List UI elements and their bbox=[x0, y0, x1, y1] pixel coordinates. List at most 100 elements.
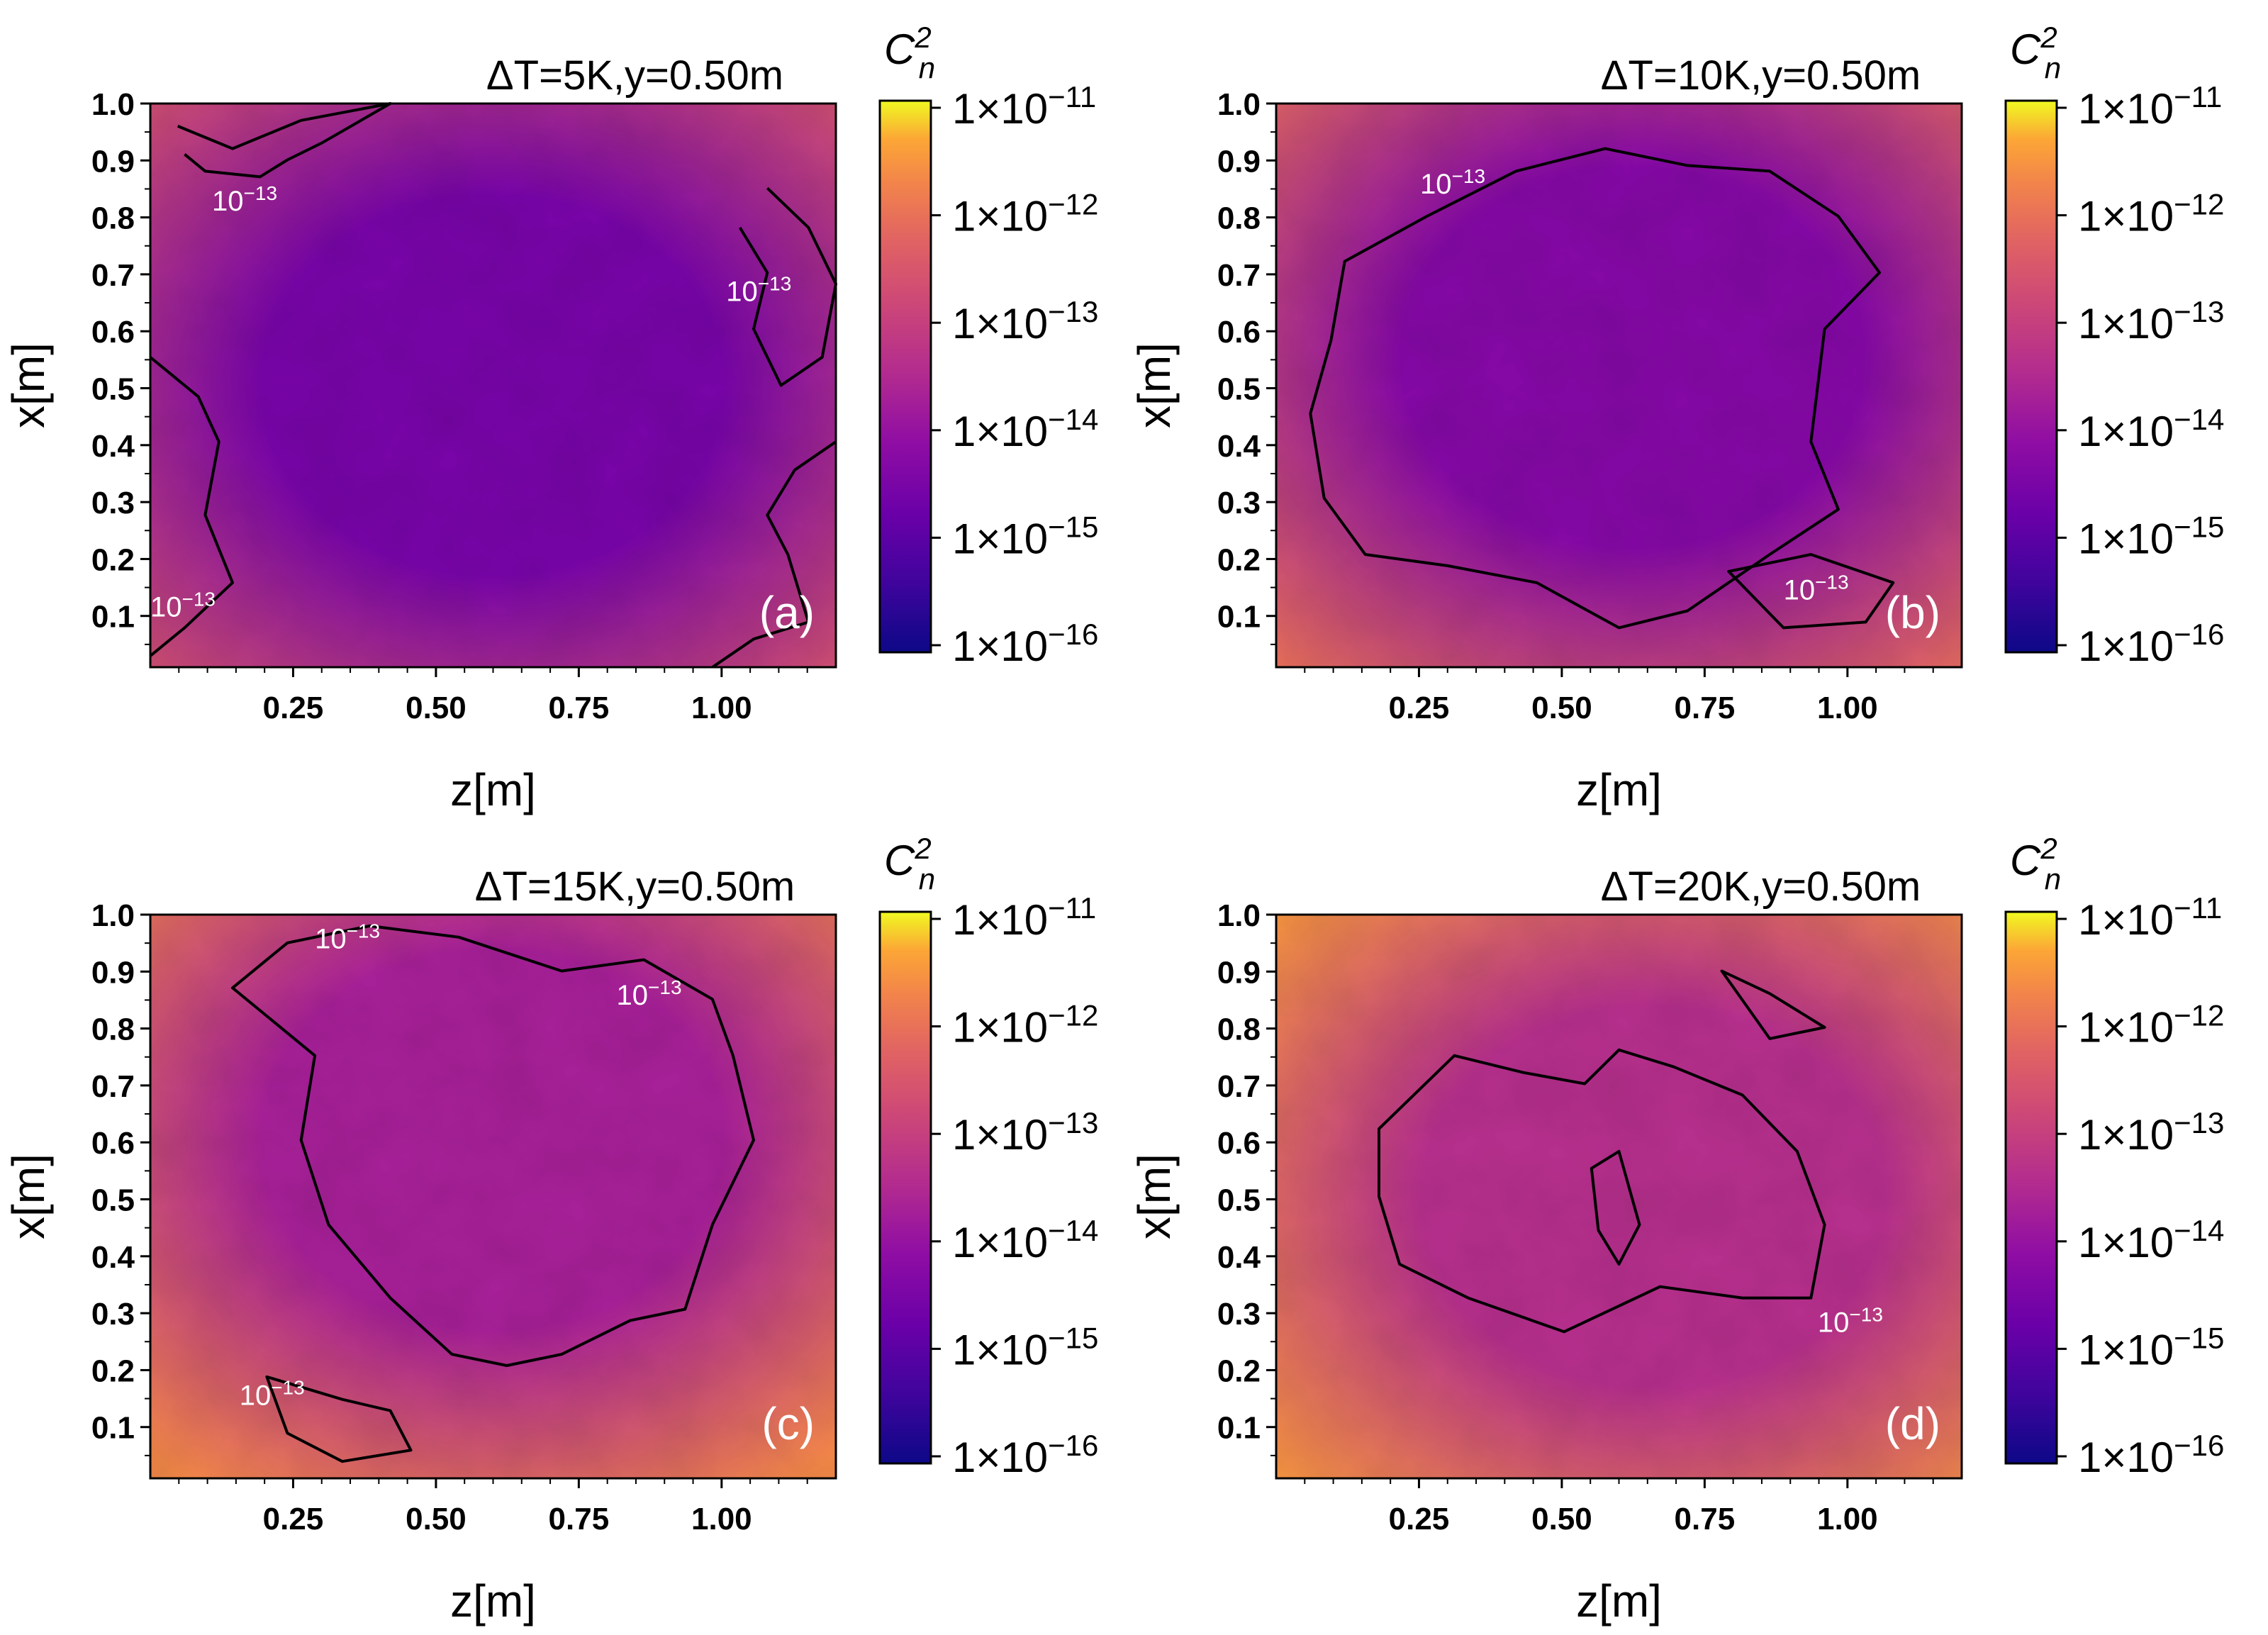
colorbar-tick-label: 1×10−11 bbox=[2078, 80, 2222, 133]
contour-line bbox=[1309, 147, 1881, 630]
x-tick-label: 0.50 bbox=[1531, 691, 1592, 725]
y-tick-label: 0.6 bbox=[91, 315, 135, 350]
x-tick-label: 0.75 bbox=[549, 1502, 610, 1536]
y-axis-label: x[m] bbox=[3, 1154, 54, 1239]
y-tick-label: 1.0 bbox=[91, 87, 135, 122]
y-tick-label: 1.0 bbox=[91, 898, 135, 933]
y-tick-label: 0.5 bbox=[1217, 372, 1261, 407]
contour-label: 10−13 bbox=[726, 272, 791, 308]
panel-a: 10−13 10−13 10−13 (a) 1.0 0.9 0.8 0.7 0.6 0.5 0.4 0… bbox=[3, 21, 1098, 816]
colorbar-tick-label: 1×10−15 bbox=[2078, 1321, 2224, 1374]
y-tick-label: 0.4 bbox=[1217, 429, 1261, 464]
y-tick-label: 0.9 bbox=[91, 955, 135, 990]
x-tick-label: 1.00 bbox=[1817, 691, 1878, 725]
y-tick-label: 0.6 bbox=[1217, 315, 1261, 350]
y-tick-label: 1.0 bbox=[1217, 87, 1261, 122]
colorbar bbox=[2004, 910, 2058, 1465]
colorbar bbox=[2004, 99, 2058, 654]
contour-line bbox=[1590, 1149, 1641, 1266]
x-tick-label: 0.50 bbox=[406, 691, 467, 725]
y-tick-label: 0.7 bbox=[1217, 1069, 1261, 1104]
colorbar bbox=[878, 99, 932, 654]
colorbar-tick-label: 1×10−14 bbox=[2078, 402, 2224, 455]
heatmap-texture bbox=[1276, 915, 1962, 1478]
contour-line bbox=[1727, 553, 1895, 630]
colorbar-tick-label: 1×10−15 bbox=[2078, 510, 2224, 563]
panel-title: ΔT=20K,y=0.50m bbox=[1601, 864, 1921, 910]
y-tick-label: 0.5 bbox=[91, 1183, 135, 1218]
colorbar-tick-label: 1×10−15 bbox=[952, 510, 1098, 563]
panel-title: ΔT=5K,y=0.50m bbox=[486, 52, 783, 99]
heatmap-texture bbox=[150, 104, 836, 667]
panel-b: 10−13 10−13 (b) 1.0 0.9 0.8 0.7 0.6 0.5 0.4 0.3 0.2… bbox=[1129, 21, 2224, 816]
y-tick-label: 0.6 bbox=[1217, 1126, 1261, 1161]
panel-label: (d) bbox=[1885, 1398, 1940, 1449]
contour-label: 10−13 bbox=[1818, 1303, 1883, 1339]
panel-title: ΔT=15K,y=0.50m bbox=[475, 864, 795, 910]
y-tick-label: 0.8 bbox=[1217, 1012, 1261, 1047]
y-tick-label: 0.7 bbox=[91, 1069, 135, 1104]
colorbar-tick-label: 1×10−16 bbox=[952, 618, 1098, 671]
x-tick-label: 0.25 bbox=[263, 691, 324, 725]
colorbar-tick-label: 1×10−11 bbox=[952, 80, 1096, 133]
x-tick-label: 0.50 bbox=[1531, 1502, 1592, 1536]
colorbar-tick-label: 1×10−12 bbox=[2078, 187, 2224, 240]
x-tick-label: 0.75 bbox=[1675, 691, 1736, 725]
panel-c: 10−13 10−13 10−13 (c) 1.0 0.9 0.8 0.7 0.6 0.5 0.4 0… bbox=[3, 832, 1098, 1627]
panel-d: 10−13 (d) 1.0 0.9 0.8 0.7 0.6 0.5 0.4 0.3 0.2 0.1 0.… bbox=[1129, 832, 2224, 1627]
colorbar-tick-label: 1×10−12 bbox=[2078, 998, 2224, 1051]
y-tick-label: 0.7 bbox=[1217, 258, 1261, 293]
contour-line bbox=[738, 186, 837, 387]
contour-line bbox=[265, 1375, 413, 1463]
x-tick-label: 0.25 bbox=[1389, 691, 1450, 725]
colorbar-tick-label: 1×10−16 bbox=[2078, 618, 2224, 671]
heatmap-texture bbox=[1276, 104, 1962, 667]
x-axis-label: z[m] bbox=[1576, 1575, 1662, 1626]
colorbar-tick-label: 1×10−13 bbox=[2078, 295, 2224, 348]
colorbar bbox=[878, 910, 932, 1465]
contour-line bbox=[177, 102, 392, 179]
y-tick-label: 0.9 bbox=[91, 144, 135, 179]
colorbar-tick-label: 1×10−13 bbox=[2078, 1106, 2224, 1159]
colorbar-tick-label: 1×10−11 bbox=[952, 891, 1096, 944]
colorbar-tick-label: 1×10−16 bbox=[952, 1429, 1098, 1482]
colorbar-tick-label: 1×10−13 bbox=[952, 295, 1098, 348]
colorbar-tick-label: 1×10−16 bbox=[2078, 1429, 2224, 1482]
x-tick-label: 0.25 bbox=[1389, 1502, 1450, 1536]
x-axis-label: z[m] bbox=[1576, 764, 1662, 815]
y-tick-label: 0.9 bbox=[1217, 955, 1261, 990]
x-tick-label: 0.50 bbox=[406, 1502, 467, 1536]
y-tick-label: 0.5 bbox=[91, 372, 135, 407]
y-tick-label: 0.4 bbox=[91, 429, 135, 464]
contour-line bbox=[711, 440, 837, 669]
y-tick-label: 0.8 bbox=[91, 1012, 135, 1047]
y-tick-label: 0.5 bbox=[1217, 1183, 1261, 1218]
x-tick-label: 1.00 bbox=[691, 1502, 752, 1536]
y-tick-label: 0.4 bbox=[91, 1240, 135, 1275]
panel-label: (a) bbox=[759, 587, 815, 638]
x-tick-label: 1.00 bbox=[691, 691, 752, 725]
heatmap-texture bbox=[150, 915, 836, 1478]
contour-label: 10−13 bbox=[1420, 165, 1485, 201]
x-axis-label: z[m] bbox=[450, 1575, 536, 1626]
x-tick-label: 0.25 bbox=[263, 1502, 324, 1536]
colorbar-label: C2 n bbox=[884, 21, 935, 85]
colorbar-tick-label: 1×10−12 bbox=[952, 187, 1098, 240]
y-tick-label: 0.2 bbox=[91, 542, 135, 577]
y-tick-label: 0.2 bbox=[1217, 1354, 1261, 1388]
colorbar-tick-label: 1×10−15 bbox=[952, 1321, 1098, 1374]
y-tick-label: 0.2 bbox=[91, 1354, 135, 1388]
y-tick-label: 0.1 bbox=[91, 600, 135, 635]
y-tick-label: 0.6 bbox=[91, 1126, 135, 1161]
y-tick-label: 0.9 bbox=[1217, 144, 1261, 179]
colorbar-tick-label: 1×10−14 bbox=[2078, 1213, 2224, 1266]
y-axis-label: x[m] bbox=[3, 342, 54, 428]
y-tick-label: 0.8 bbox=[1217, 201, 1261, 236]
panel-title: ΔT=10K,y=0.50m bbox=[1601, 52, 1921, 99]
y-tick-label: 0.3 bbox=[91, 486, 135, 520]
y-tick-label: 0.3 bbox=[1217, 1297, 1261, 1332]
y-tick-label: 0.3 bbox=[1217, 486, 1261, 520]
y-axis-label: x[m] bbox=[1129, 342, 1180, 428]
colorbar-tick-label: 1×10−14 bbox=[952, 1213, 1098, 1266]
